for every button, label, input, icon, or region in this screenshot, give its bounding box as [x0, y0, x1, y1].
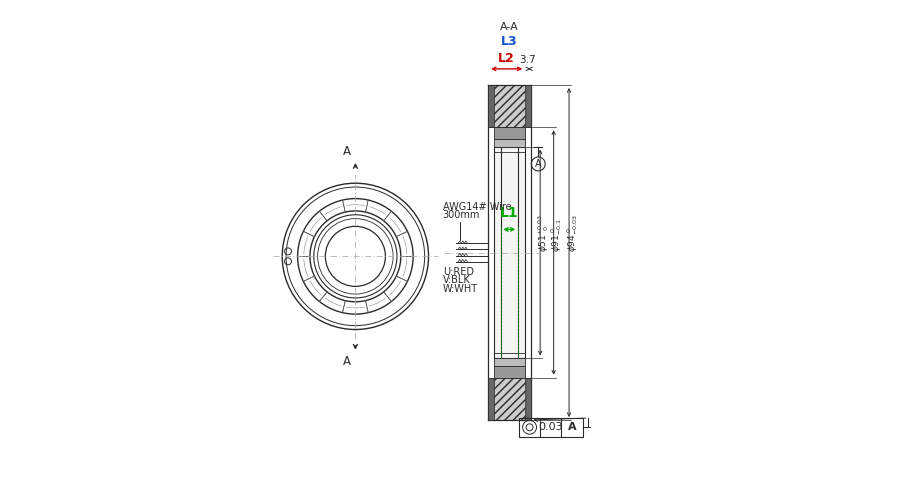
Text: $\phi$94$^{\ 0}_{-0.03}$: $\phi$94$^{\ 0}_{-0.03}$	[564, 214, 580, 252]
Polygon shape	[526, 378, 531, 420]
Polygon shape	[488, 85, 493, 128]
Text: $\phi$91$^{\ 0}_{-0.1}$: $\phi$91$^{\ 0}_{-0.1}$	[549, 218, 564, 252]
Bar	[519, 418, 582, 436]
Text: A: A	[535, 159, 542, 169]
Text: A: A	[343, 145, 351, 158]
Polygon shape	[488, 378, 531, 420]
Text: 0.03: 0.03	[538, 422, 563, 432]
Polygon shape	[493, 358, 526, 366]
Polygon shape	[493, 146, 526, 358]
Text: L3: L3	[501, 36, 518, 49]
Text: 3.7: 3.7	[519, 55, 536, 65]
Polygon shape	[488, 378, 493, 420]
Text: 300mm: 300mm	[443, 210, 480, 220]
Polygon shape	[493, 128, 526, 139]
Polygon shape	[493, 139, 526, 146]
Polygon shape	[493, 366, 526, 378]
Text: U:RED: U:RED	[443, 267, 473, 277]
Polygon shape	[526, 85, 531, 128]
Text: V:BLK: V:BLK	[443, 275, 471, 285]
Text: A: A	[343, 354, 351, 368]
Text: L2: L2	[499, 52, 515, 65]
Text: L1: L1	[500, 206, 518, 220]
Polygon shape	[488, 85, 531, 128]
Text: $\phi$51$^{+0.03}_{\ \ 0}$: $\phi$51$^{+0.03}_{\ \ 0}$	[536, 214, 551, 252]
Text: A-A: A-A	[500, 22, 518, 32]
Text: AWG14# Wire: AWG14# Wire	[443, 202, 511, 212]
Text: A: A	[568, 422, 576, 432]
Text: W:WHT: W:WHT	[443, 284, 478, 294]
